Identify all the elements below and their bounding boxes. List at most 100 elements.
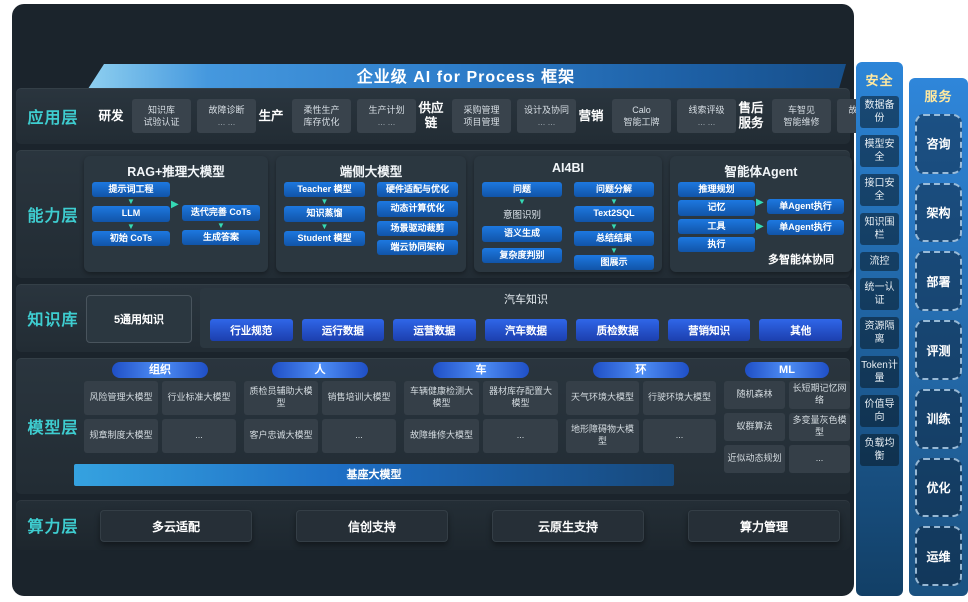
capbox-agent: 智能体Agent 推理规划 记忆 工具 执行 单Agent执行 单A <box>670 156 852 272</box>
capbox-title: 端侧大模型 <box>339 165 403 179</box>
knowledge-pill: 运营数据 <box>393 319 476 341</box>
model-group-header: ML <box>745 362 829 378</box>
arrow-down-icon: ▼ <box>610 197 618 207</box>
app-item: 采购管理 项目管理 <box>452 99 511 133</box>
app-item-line: 车智见 <box>787 104 815 115</box>
model-cell: ... <box>322 419 396 453</box>
arrow-down-icon: ▼ <box>610 245 618 255</box>
flow-node: 提示词工程 <box>92 182 170 198</box>
security-item: 数据备份 <box>860 96 899 128</box>
app-item-line: 项目管理 <box>463 117 500 127</box>
app-item: 车智见 智能维修 <box>772 99 831 133</box>
rag-flow: 提示词工程 ▼ LLM ▼ 初始 CoTs 迭代完善 CoTs ▼ 生成答案 <box>92 182 260 268</box>
security-item: 流控 <box>860 252 899 271</box>
layer-label-knowledge: 知识库 <box>27 312 79 329</box>
app-item: 生产计划 ... ... <box>357 99 416 133</box>
app-item: 柔性生产 库存优化 <box>292 99 351 133</box>
service-header: 服务 <box>924 89 953 104</box>
app-item-line: 故障诊断 <box>208 104 245 115</box>
app-item-line: 库存优化 <box>303 117 340 127</box>
knowledge-pill: 营销知识 <box>667 319 751 341</box>
knowledge-pill: 运行数据 <box>301 319 385 341</box>
capbox-title: 智能体Agent <box>724 165 798 179</box>
auto-knowledge-title: 汽车知识 <box>504 294 548 306</box>
app-group-label: 售后服务 <box>738 101 764 130</box>
service-item: 评测 <box>915 320 962 380</box>
app-group-label: 营销 <box>578 108 604 123</box>
capbox-ai4bi: AI4BI 问题 ▼ 意图识别 语义生成 复杂度判别 问题分解 ▼ Te <box>474 156 662 272</box>
edge-flow: Teacher 模型 ▼ 知识蒸馏 ▼ Student 模型 硬件适配与优化 动… <box>284 182 458 268</box>
security-item: 知识围栏 <box>860 213 899 245</box>
security-column: 安全 数据备份 模型安全 接口安全 知识围栏 流控 统一认证 资源隔离 Toke… <box>856 62 903 596</box>
model-cell: ... <box>789 445 850 473</box>
app-group-supply-chain: 供应链 采购管理 项目管理 设计及协同 ... ... <box>416 99 576 133</box>
layer-label-model: 模型层 <box>27 420 79 437</box>
model-cell: 故障维修大模型 <box>404 419 479 453</box>
arrow-down-icon: ▼ <box>320 197 329 207</box>
flow-node: 图展示 <box>574 254 654 270</box>
app-item-line: 智能工牌 <box>623 117 660 127</box>
security-item: 接口安全 <box>860 174 899 206</box>
model-cell: 销售培训大模型 <box>322 381 396 415</box>
app-item-line: 智能维修 <box>783 117 820 127</box>
app-item: 故障诊断 ... ... <box>197 99 256 133</box>
app-item-line: ... ... <box>697 117 716 127</box>
service-item: 优化 <box>915 457 962 518</box>
model-cell: 质检员辅助大模型 <box>244 381 318 415</box>
arrow-down-icon: ▼ <box>217 220 225 230</box>
app-item: 线索评级 ... ... <box>677 99 736 133</box>
flow-node: 单Agent执行 <box>767 220 844 236</box>
app-item-line: ... ... <box>377 117 396 127</box>
flow-node: 问题分解 <box>574 182 654 198</box>
app-item-line: 采购管理 <box>463 104 500 115</box>
app-item-line: 柔性生产 <box>303 104 340 115</box>
flow-node: 端云协同架构 <box>377 239 458 255</box>
security-item: 资源隔离 <box>860 317 899 349</box>
agent-flow: 推理规划 记忆 工具 执行 单Agent执行 单Agent执行 <box>678 182 844 252</box>
app-item: 设计及协同 ... ... <box>517 99 576 133</box>
model-cell: 蚁群算法 <box>724 413 785 441</box>
capbox-title: RAG+推理大模型 <box>127 165 225 179</box>
model-group-grid: 风险管理大模型 行业标准大模型 规章制度大模型 ... <box>84 381 236 453</box>
app-group-label: 研发 <box>98 108 124 123</box>
model-group-people: 人 质检员辅助大模型 销售培训大模型 客户忠诚大模型 ... <box>244 362 396 453</box>
app-group-label: 供应链 <box>418 101 444 130</box>
knowledge-pill: 其他 <box>759 319 843 341</box>
arrow-down-icon: ▼ <box>127 197 135 207</box>
flow-node: 记忆 <box>678 200 755 216</box>
flow-node: Teacher 模型 <box>284 182 365 198</box>
edge-left-column: Teacher 模型 ▼ 知识蒸馏 ▼ Student 模型 <box>284 182 365 268</box>
model-group-header: 环 <box>593 362 689 378</box>
arrow-down-icon: ▼ <box>320 221 329 231</box>
model-group-grid: 天气环境大模型 行驶环境大模型 地形障碍物大模型 ... <box>566 381 716 453</box>
model-cell: 长短期记忆网络 <box>789 381 850 409</box>
flow-node: 生成答案 <box>182 229 260 245</box>
model-cell: 车辆健康检测大模型 <box>404 381 479 415</box>
application-groups: 研发 知识库 试验认证 故障诊断 ... ... 生产 柔性生产 库存优化 <box>96 88 896 144</box>
security-item: Token计量 <box>860 356 899 388</box>
compute-box: 信创支持 <box>296 510 448 542</box>
flow-node: 推理规划 <box>678 182 755 198</box>
app-item: Calo 智能工牌 <box>612 99 671 133</box>
flow-node: LLM <box>92 206 170 222</box>
security-item: 负载均衡 <box>860 434 899 466</box>
app-group-rd: 研发 知识库 试验认证 故障诊断 ... ... <box>96 99 256 133</box>
agent-right-column: 单Agent执行 单Agent执行 <box>767 182 844 252</box>
flow-node: 迭代完善 CoTs <box>182 205 260 221</box>
app-group-label: 生产 <box>258 108 284 123</box>
ai4bi-flow: 问题 ▼ 意图识别 语义生成 复杂度判别 问题分解 ▼ Text2SQL ▼ 总… <box>482 182 654 270</box>
model-cell: 规章制度大模型 <box>84 419 158 453</box>
app-item-line: 知识库 <box>147 104 175 115</box>
knowledge-pill: 汽车数据 <box>484 319 568 341</box>
model-cell: 多变量灰色模型 <box>789 413 850 441</box>
service-item: 咨询 <box>915 114 962 174</box>
capbox-title: AI4BI <box>552 161 584 175</box>
flow-node: 初始 CoTs <box>92 230 170 246</box>
rag-right-column: 迭代完善 CoTs ▼ 生成答案 <box>182 182 260 268</box>
model-group-ml: ML 随机森林 长短期记忆网络 蚁群算法 多变量灰色模型 近似动态规划 ... <box>724 362 850 473</box>
flow-node: 单Agent执行 <box>767 198 844 214</box>
knowledge-pill: 行业规范 <box>210 319 293 341</box>
model-cell: 天气环境大模型 <box>566 381 639 415</box>
model-cell: 客户忠诚大模型 <box>244 419 318 453</box>
flow-node: 知识蒸馏 <box>284 206 365 222</box>
